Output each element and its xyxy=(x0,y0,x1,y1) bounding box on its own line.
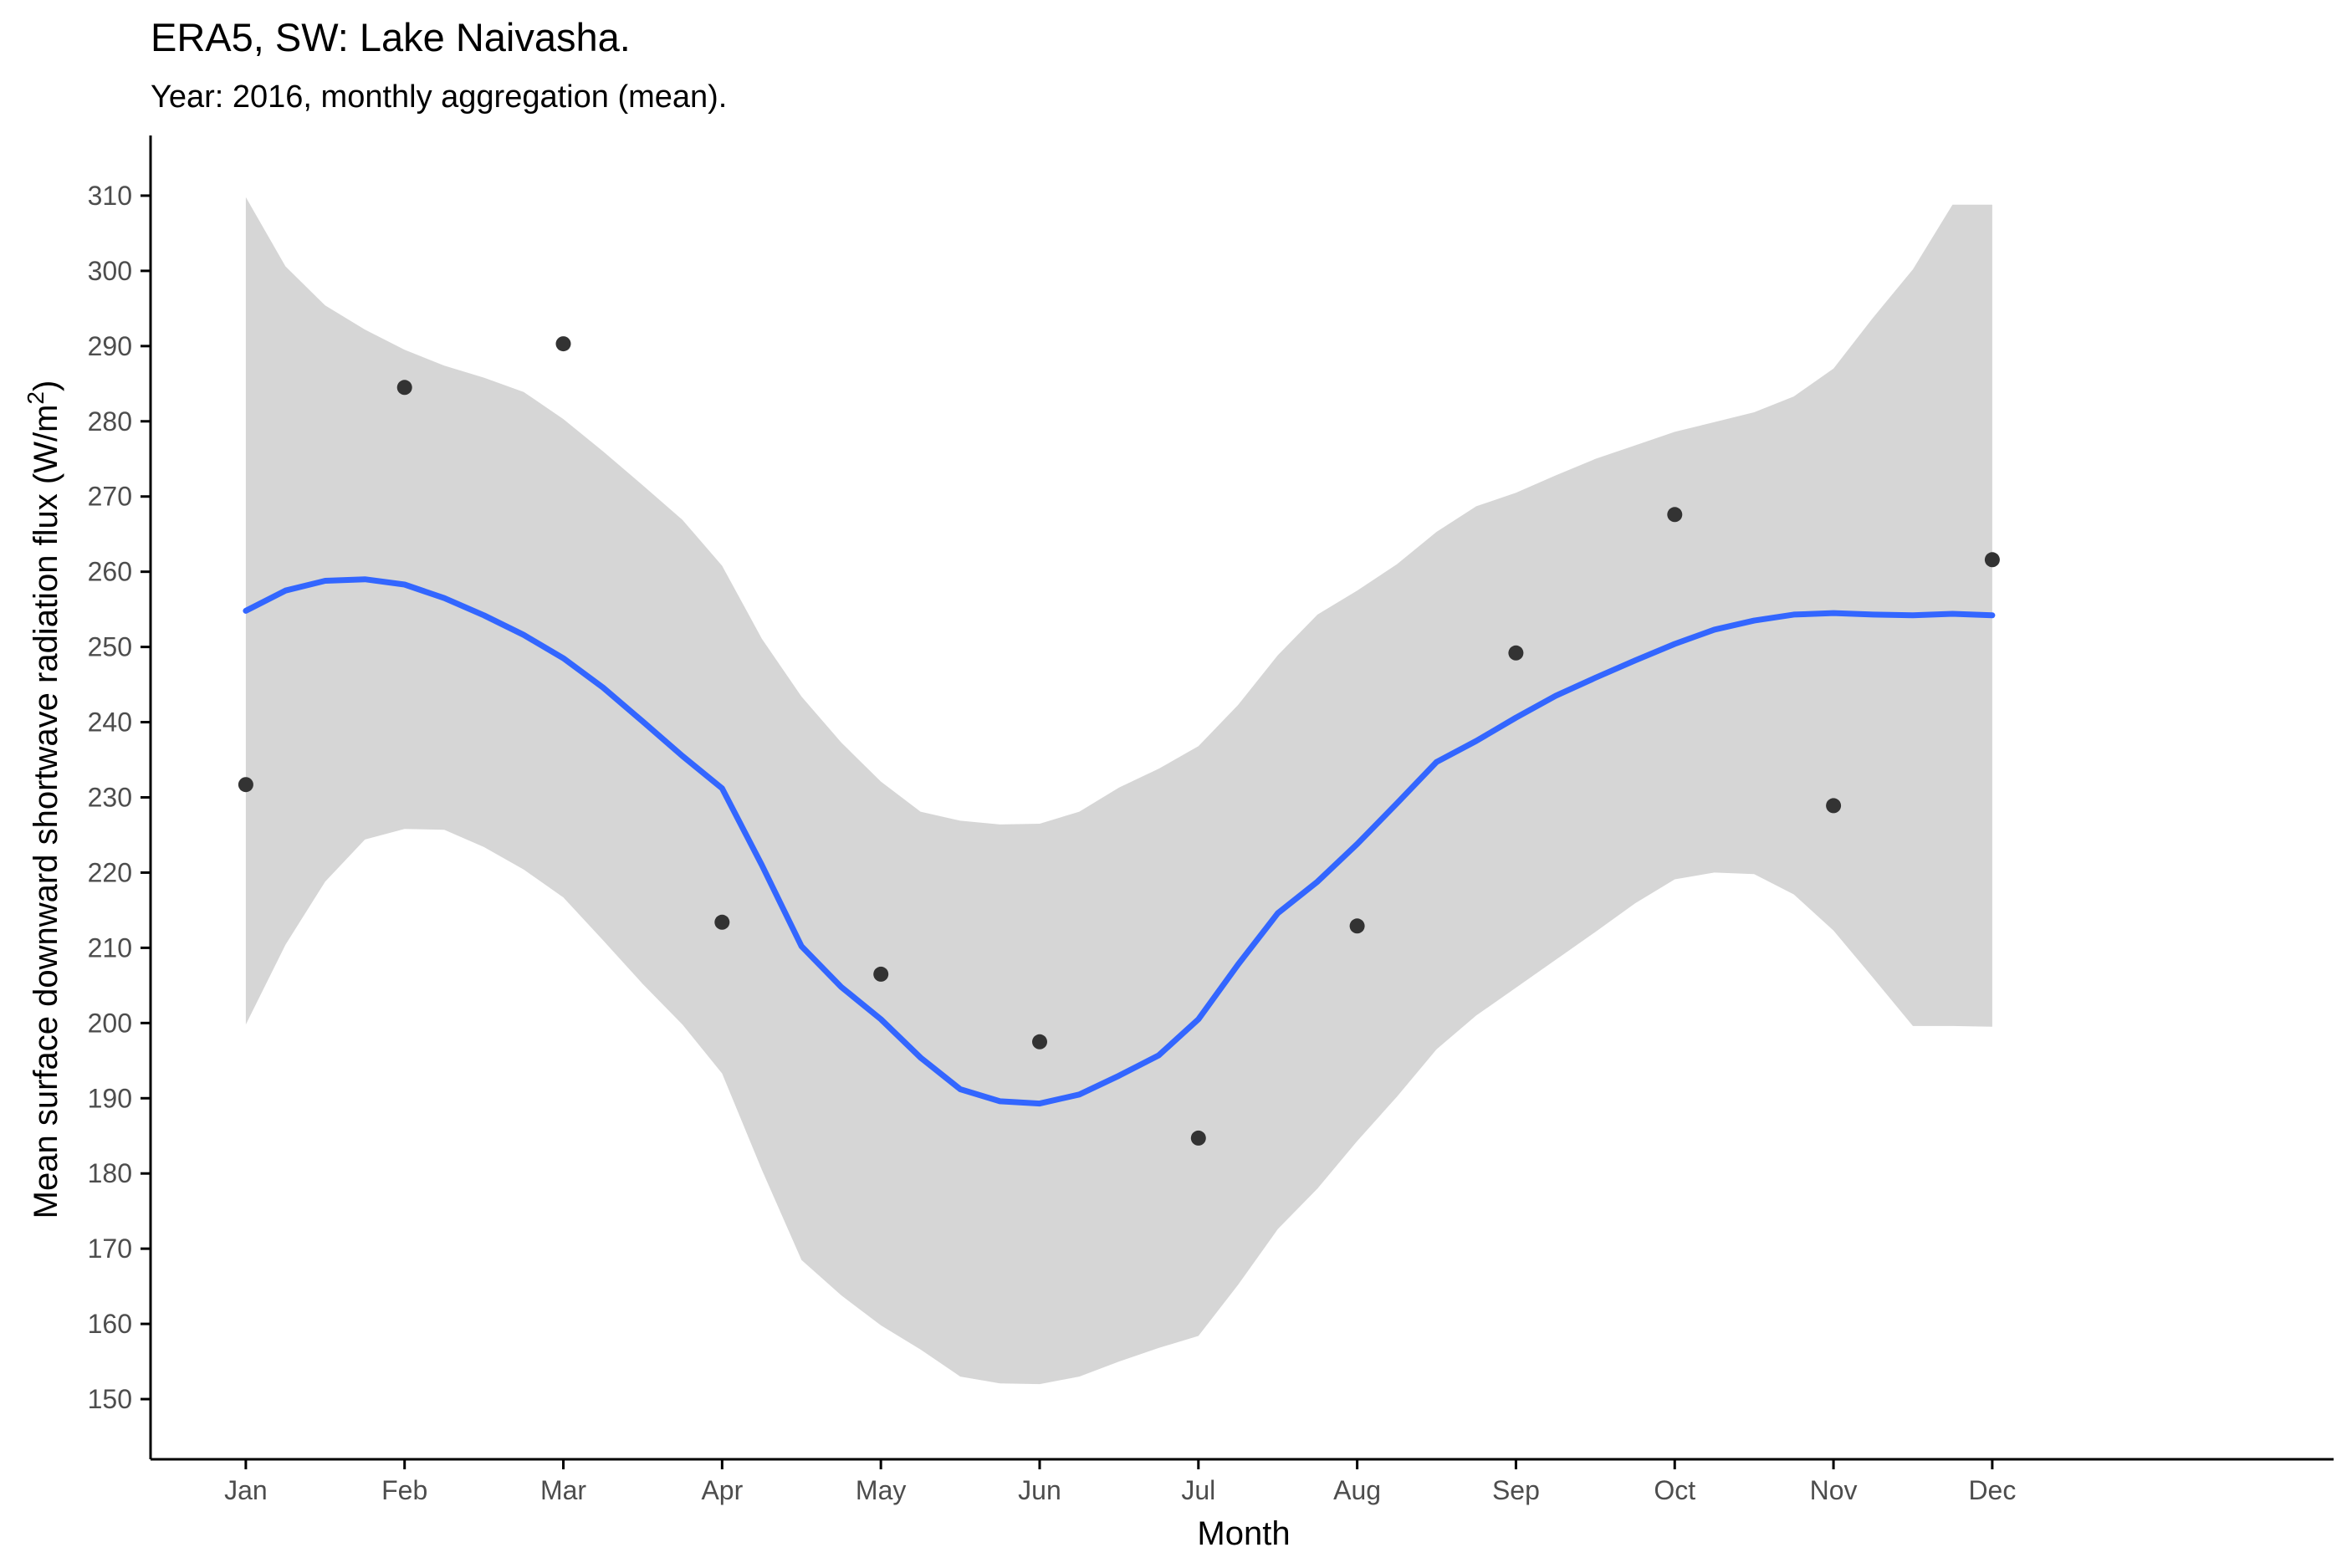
data-point xyxy=(1349,918,1365,934)
y-tick-label: 230 xyxy=(88,783,132,813)
y-tick-label: 190 xyxy=(88,1083,132,1113)
chart-title: ERA5, SW: Lake Naivasha. xyxy=(151,15,631,59)
y-tick-label: 280 xyxy=(88,406,132,437)
data-point xyxy=(873,966,889,982)
y-tick-label: 200 xyxy=(88,1008,132,1038)
data-point xyxy=(1508,645,1524,661)
x-tick-label: Dec xyxy=(1968,1475,2016,1505)
y-axis-ticks: 150 160 170 180 190 200 210 220 230 240 250 260 270 2… xyxy=(88,181,151,1414)
y-tick-label: 210 xyxy=(88,932,132,963)
x-tick-label: Jan xyxy=(224,1475,268,1505)
y-tick-label: 260 xyxy=(88,557,132,587)
y-tick-label: 270 xyxy=(88,482,132,512)
y-tick-label: 170 xyxy=(88,1233,132,1264)
data-point xyxy=(1190,1130,1206,1146)
x-tick-label: Jul xyxy=(1181,1475,1215,1505)
x-tick-label: Sep xyxy=(1492,1475,1540,1505)
x-tick-label: Aug xyxy=(1333,1475,1381,1505)
plot-area xyxy=(238,197,2000,1385)
x-axis-title: Month xyxy=(1197,1515,1290,1552)
x-tick-label: Nov xyxy=(1810,1475,1858,1505)
y-axis-title-end: ) xyxy=(28,381,64,391)
data-point xyxy=(238,777,253,793)
data-point xyxy=(396,380,412,396)
smooth-trend-line xyxy=(243,576,1996,1107)
y-axis-title: Mean surface downward shortwave radiatio… xyxy=(23,381,64,1219)
y-tick-label: 310 xyxy=(88,181,132,211)
y-tick-label: 300 xyxy=(88,256,132,286)
y-axis-title-superscript: 2 xyxy=(23,391,49,405)
data-point xyxy=(1984,552,2000,568)
y-tick-label: 220 xyxy=(88,857,132,887)
y-tick-label: 250 xyxy=(88,632,132,662)
data-point xyxy=(555,336,571,352)
y-tick-label: 180 xyxy=(88,1158,132,1188)
y-tick-label: 240 xyxy=(88,707,132,738)
data-point xyxy=(714,914,730,930)
data-point xyxy=(1667,507,1683,523)
x-tick-label: Apr xyxy=(701,1475,743,1505)
x-tick-label: Mar xyxy=(540,1475,586,1505)
x-tick-label: May xyxy=(856,1475,906,1505)
y-axis-title-main: Mean surface downward shortwave radiatio… xyxy=(28,405,64,1219)
data-points xyxy=(238,336,2000,1146)
x-tick-label: Oct xyxy=(1654,1475,1695,1505)
x-axis-ticks: Jan Feb Mar Apr May Jun Jul Aug Sep Oct Nov Dec xyxy=(224,1459,2016,1505)
y-tick-label: 290 xyxy=(88,331,132,361)
data-point xyxy=(1032,1034,1047,1050)
axes: 150 160 170 180 190 200 210 220 230 240 250 260 270 2… xyxy=(88,135,2334,1505)
y-tick-label: 150 xyxy=(88,1384,132,1414)
confidence-ribbon xyxy=(245,197,1992,1385)
chart-subtitle: Year: 2016, monthly aggregation (mean). xyxy=(151,79,727,115)
x-tick-label: Feb xyxy=(381,1475,427,1505)
y-tick-label: 160 xyxy=(88,1309,132,1339)
x-tick-label: Jun xyxy=(1018,1475,1061,1505)
data-point xyxy=(1826,798,1842,814)
